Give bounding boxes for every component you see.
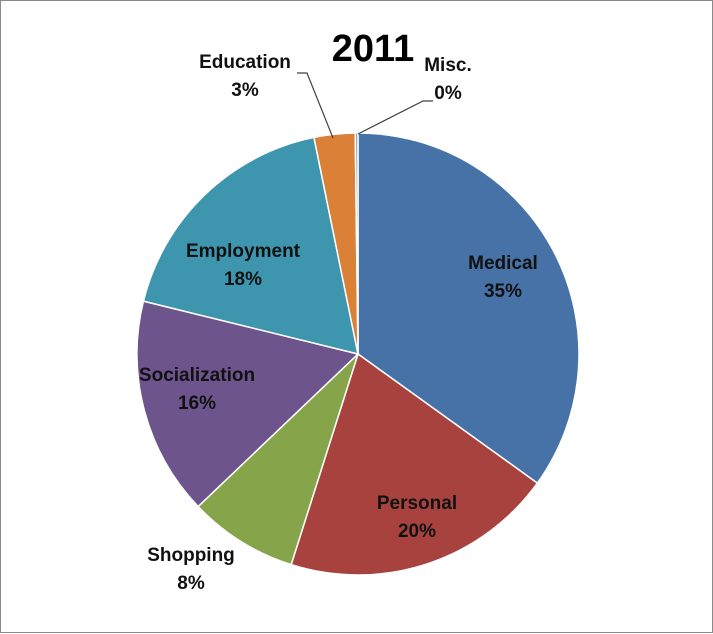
slice-label-medical: Medical (468, 253, 538, 274)
slice-labels: Medical 35% Personal 20% Shopping 8% Socializa… (139, 52, 538, 594)
pie-slice-medical (357, 132, 580, 485)
chart-title: 2011 (332, 28, 414, 70)
pie-slice-shopping (197, 353, 359, 566)
slice-label-misc: Misc. (424, 55, 472, 76)
slice-label-personal: Personal (377, 493, 457, 514)
slice-value-employment: 18% (224, 269, 262, 290)
slice-value-socialization: 16% (178, 393, 216, 414)
leader-lines (297, 72, 433, 139)
pie-slices (136, 132, 580, 576)
pie-slice-personal (290, 352, 539, 576)
leader-line-education (297, 72, 334, 139)
slice-label-socialization: Socialization (139, 365, 255, 386)
leader-line-misc (357, 100, 433, 135)
slice-value-misc: 0% (434, 83, 462, 104)
slice-value-education: 3% (231, 80, 259, 101)
pie-slice-employment (142, 136, 359, 356)
slice-value-personal: 20% (398, 521, 436, 542)
pie-slice-socialization (136, 300, 360, 508)
pie-slice-misc (354, 132, 359, 355)
slice-label-shopping: Shopping (147, 545, 235, 566)
slice-value-shopping: 8% (177, 573, 205, 594)
slice-label-employment: Employment (186, 241, 301, 262)
slice-label-education: Education (199, 52, 291, 73)
slice-value-medical: 35% (484, 281, 522, 302)
